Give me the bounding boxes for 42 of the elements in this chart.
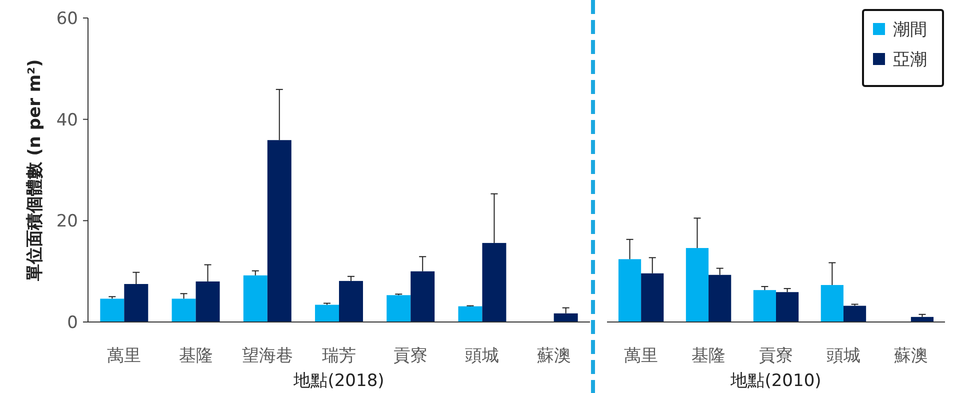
bar xyxy=(243,275,268,322)
bar xyxy=(686,248,709,322)
bar xyxy=(172,298,196,322)
bar xyxy=(196,281,220,322)
bar xyxy=(100,298,124,322)
bar xyxy=(124,284,148,322)
y-tick-label: 40 xyxy=(56,110,78,130)
bar xyxy=(753,290,776,322)
bar xyxy=(386,295,411,322)
bar xyxy=(618,259,642,322)
bar xyxy=(820,285,844,322)
x-tick-label: 基隆 xyxy=(178,346,213,366)
x-tick-label: 望海巷 xyxy=(242,346,293,366)
x-tick-label: 貢寮 xyxy=(759,346,793,366)
x-tick-label: 蘇澳 xyxy=(536,346,571,366)
x-tick-label: 基隆 xyxy=(692,346,726,366)
bar xyxy=(641,273,664,322)
y-tick-label: 20 xyxy=(56,212,78,232)
bar xyxy=(482,242,506,322)
y-tick-label: 60 xyxy=(56,8,78,29)
x-tick-label: 蘇澳 xyxy=(894,346,928,366)
bar xyxy=(410,271,435,322)
x-axis-title: 地點(2018) xyxy=(292,371,384,391)
y-tick-label: 0 xyxy=(67,312,78,333)
y-axis-title: 單位面積個體數 (n per m²) xyxy=(25,59,45,282)
legend-label: 亞潮 xyxy=(893,50,927,70)
bar xyxy=(708,274,732,322)
bar xyxy=(339,280,363,322)
x-tick-label: 瑞芳 xyxy=(322,346,356,366)
bar xyxy=(267,140,292,322)
bar xyxy=(776,292,799,322)
bar xyxy=(458,306,482,322)
bar xyxy=(843,306,866,322)
bar xyxy=(554,313,578,322)
x-tick-label: 萬里 xyxy=(107,346,142,366)
legend-label: 潮間 xyxy=(893,20,927,40)
x-tick-label: 貢寮 xyxy=(394,346,428,366)
x-tick-label: 頭城 xyxy=(826,346,860,366)
bar xyxy=(315,304,339,322)
x-tick-label: 萬里 xyxy=(624,346,658,366)
x-tick-label: 頭城 xyxy=(465,346,500,366)
x-axis-title: 地點(2010) xyxy=(730,371,822,391)
